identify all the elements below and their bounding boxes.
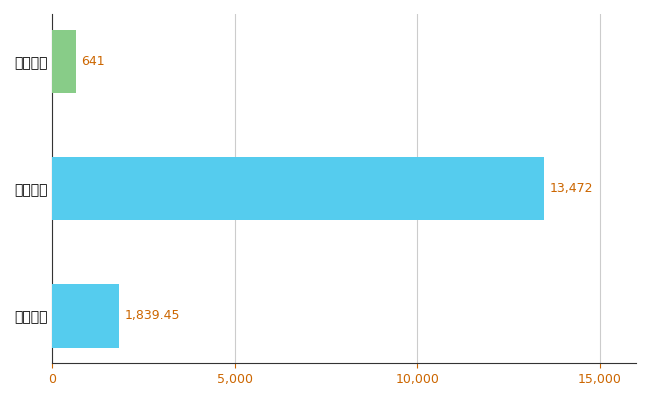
Text: 641: 641 <box>81 55 105 68</box>
Bar <box>52 30 75 93</box>
Bar <box>52 157 544 220</box>
Text: 13,472: 13,472 <box>549 182 593 195</box>
Bar <box>52 284 120 348</box>
Text: 1,839.45: 1,839.45 <box>125 309 180 322</box>
